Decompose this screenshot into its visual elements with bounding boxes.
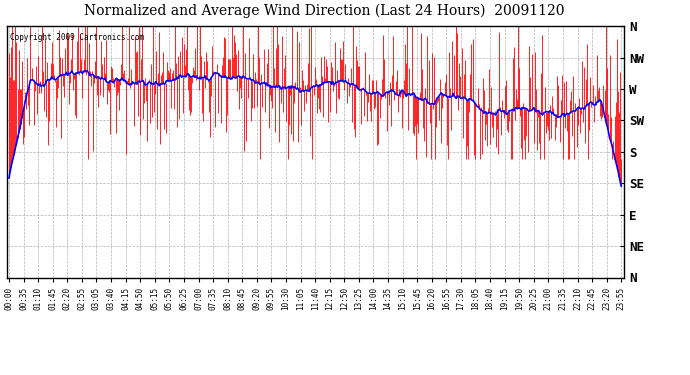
Text: Normalized and Average Wind Direction (Last 24 Hours)  20091120: Normalized and Average Wind Direction (L… <box>84 4 564 18</box>
Text: Copyright 2009 Cartronics.com: Copyright 2009 Cartronics.com <box>10 33 144 42</box>
